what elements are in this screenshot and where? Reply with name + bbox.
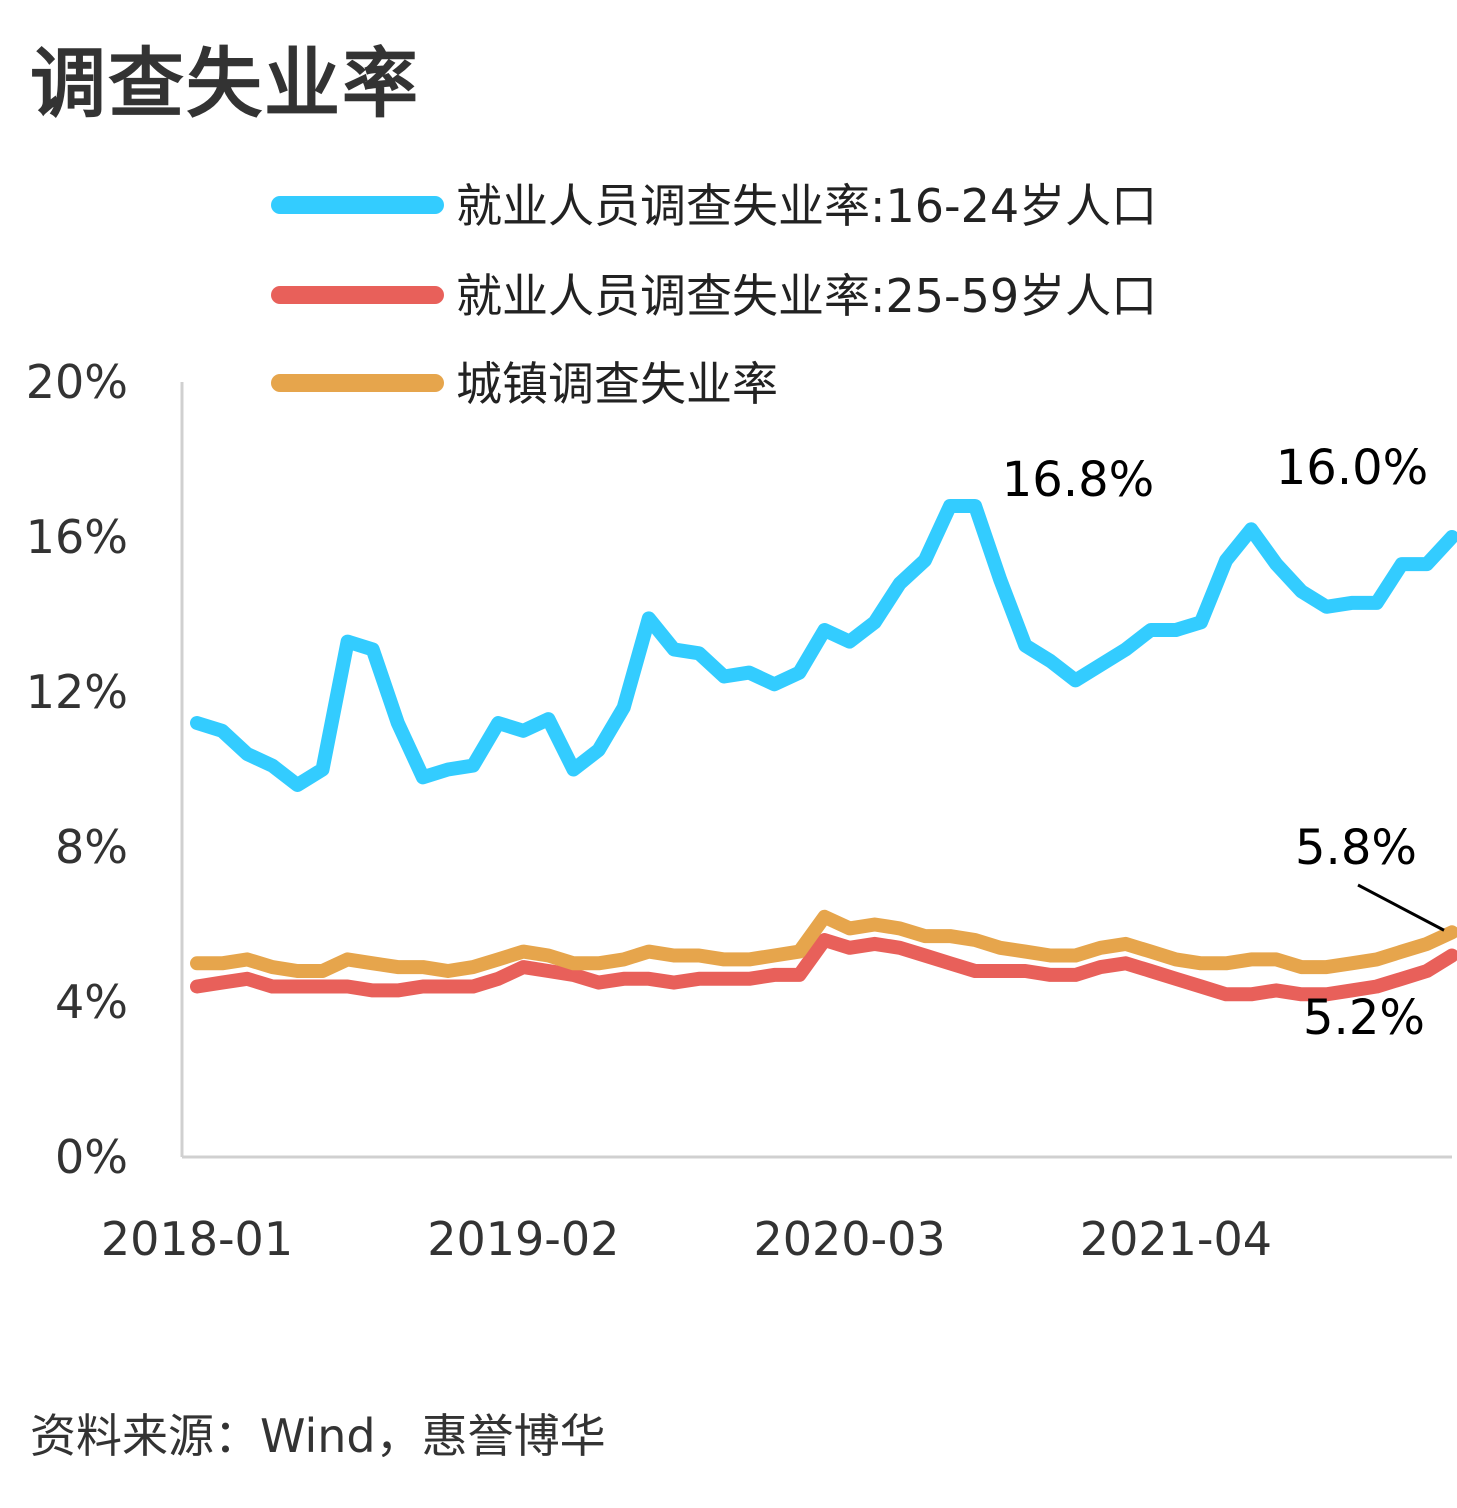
series-line-1	[190, 933, 1457, 1002]
data-label: 5.8%	[1295, 820, 1417, 876]
series-lines	[190, 499, 1457, 1002]
source-note: 资料来源：Wind，惠誉博华	[30, 1409, 606, 1463]
x-tick-label: 2019-02	[427, 1212, 619, 1266]
axes: 0% 4% 8% 12% 16% 20% 2018-01 2019-02 2020-03 2021…	[26, 355, 1452, 1266]
leader-line	[1357, 883, 1445, 932]
legend: 就业人员调查失业率:16-24岁人口就业人员调查失业率:25-59岁人口城镇调查…	[271, 179, 1157, 411]
legend-label-2: 城镇调查失业率	[456, 357, 778, 411]
data-label: 16.8%	[1002, 452, 1154, 508]
y-tick-label: 0%	[55, 1130, 128, 1184]
y-tick-label: 16%	[26, 510, 128, 564]
y-tick-label: 20%	[26, 355, 128, 409]
y-tick-label: 4%	[55, 975, 128, 1029]
data-label: 5.2%	[1303, 990, 1425, 1046]
annotations: 16.8% 16.0% 5.8% 5.2%	[1002, 440, 1445, 1046]
x-tick-label: 2021-04	[1080, 1212, 1272, 1266]
series-line-2	[190, 909, 1457, 978]
x-tick-label: 2020-03	[753, 1212, 945, 1266]
chart-title: 调查失业率	[30, 39, 420, 128]
legend-label-1: 就业人员调查失业率:25-59岁人口	[456, 269, 1157, 323]
y-tick-label: 8%	[55, 820, 128, 874]
series-line-0	[190, 499, 1457, 792]
legend-label-0: 就业人员调查失业率:16-24岁人口	[456, 179, 1157, 233]
data-label: 16.0%	[1276, 440, 1428, 496]
x-tick-label: 2018-01	[101, 1212, 293, 1266]
y-tick-label: 12%	[26, 665, 128, 719]
